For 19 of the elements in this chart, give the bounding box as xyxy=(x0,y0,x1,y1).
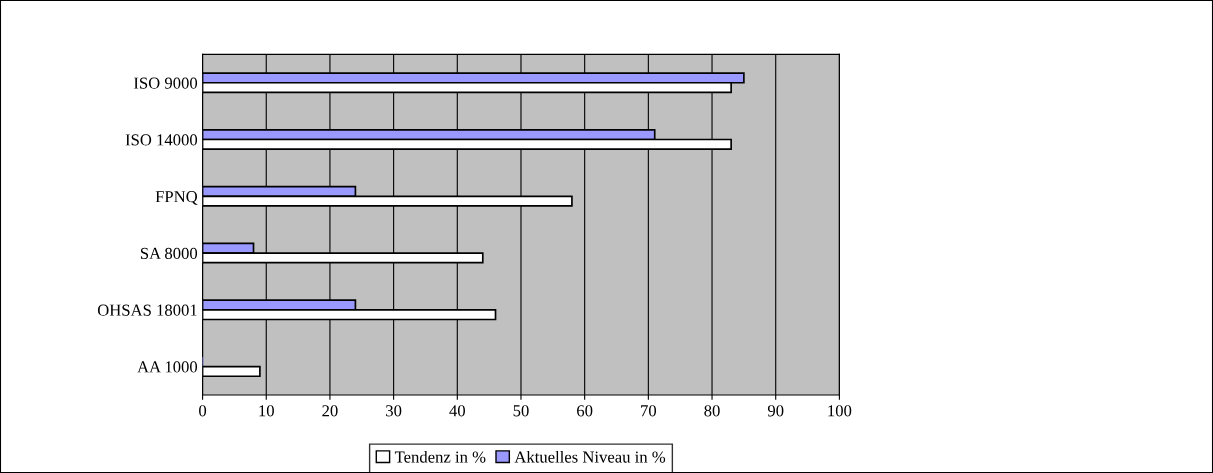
legend-label: Tendenz in % xyxy=(394,450,486,463)
x-tick-label: 0 xyxy=(199,405,207,417)
x-tick-label: 70 xyxy=(641,405,657,417)
y-tick-label: ISO 9000 xyxy=(133,77,198,89)
x-tick-label: 80 xyxy=(704,405,720,417)
x-tick-label: 60 xyxy=(577,405,593,417)
x-tick-label: 20 xyxy=(322,405,338,417)
y-tick-label: OHSAS 18001 xyxy=(97,304,197,316)
y-tick-label: FPNQ xyxy=(155,191,198,205)
x-tick-label: 100 xyxy=(828,405,852,417)
x-tick-label: 40 xyxy=(449,405,465,417)
x-tick-label: 90 xyxy=(767,405,784,417)
y-tick-label: AA 1000 xyxy=(137,361,198,373)
y-tick-label: SA 8000 xyxy=(140,247,198,259)
y-tick-label: ISO 14000 xyxy=(125,134,198,146)
x-tick-label: 10 xyxy=(259,405,274,417)
legend-label: Aktuelles Niveau in % xyxy=(514,450,666,463)
x-tick-label: 50 xyxy=(513,405,529,417)
x-tick-label: 30 xyxy=(386,405,402,417)
